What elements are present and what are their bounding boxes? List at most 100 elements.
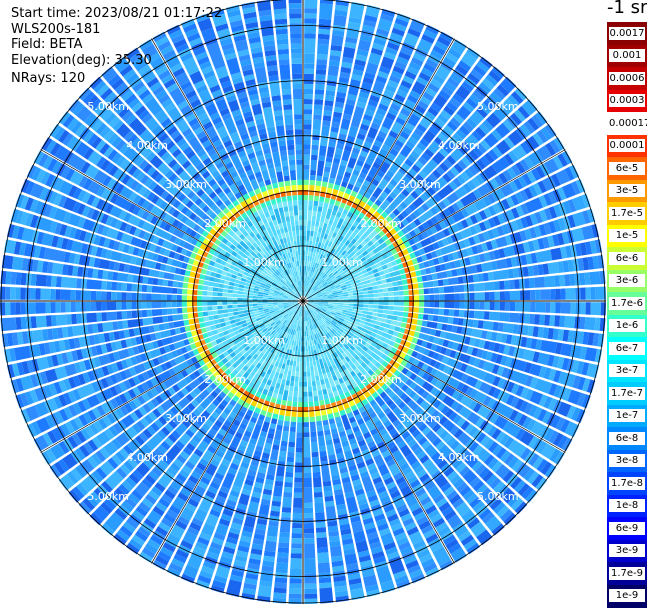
ppi-cell <box>321 186 327 192</box>
ppi-cell <box>304 144 311 149</box>
ppi-cell <box>589 271 600 284</box>
ppi-cell <box>584 272 590 285</box>
ppi-cell <box>162 316 168 323</box>
ppi-cell <box>117 273 128 282</box>
ppi-cell <box>36 316 47 328</box>
ppi-cell <box>293 498 302 508</box>
ppi-cell <box>303 367 306 372</box>
ppi-cell <box>586 287 591 300</box>
ppi-cell <box>459 302 464 309</box>
ppi-cell <box>427 274 433 280</box>
ppi-cell <box>295 376 299 381</box>
ppi-cell <box>304 23 316 33</box>
ppi-cell <box>132 311 138 319</box>
ppi-cell <box>470 293 475 301</box>
ppi-cell <box>112 272 118 281</box>
ppi-cell <box>559 275 565 287</box>
ppi-cell <box>111 282 117 291</box>
ppi-cell <box>434 309 440 315</box>
ppi-cell <box>412 319 418 325</box>
ppi-cell <box>530 302 535 312</box>
ppi-cell <box>314 487 323 493</box>
ppi-cell <box>343 47 356 59</box>
ppi-cell <box>314 109 323 115</box>
ppi-cell <box>315 84 325 90</box>
ppi-cell <box>227 297 232 300</box>
ppi-cell <box>218 288 223 292</box>
ppi-cell <box>147 277 153 284</box>
ppi-cell <box>292 518 302 523</box>
ppi-cell <box>187 295 192 300</box>
ppi-cell <box>102 322 113 332</box>
ppi-cell <box>514 279 520 289</box>
ppi-cell <box>304 508 313 513</box>
ppi-cell <box>197 296 202 301</box>
ppi-cell <box>12 257 24 271</box>
ppi-cell <box>137 310 143 318</box>
ppi-cell <box>258 586 272 598</box>
ppi-cell <box>554 275 560 287</box>
ppi-cell <box>96 313 102 322</box>
ppi-cell <box>304 594 317 599</box>
ppi-cell <box>6 271 12 284</box>
ppi-cell <box>303 251 305 256</box>
ppi-cell <box>71 302 76 312</box>
ppi-cell <box>127 274 133 282</box>
ppi-cell <box>117 282 123 290</box>
ppi-cell <box>304 64 314 69</box>
ppi-cell <box>304 533 314 538</box>
ppi-cell <box>319 577 332 583</box>
ppi-cell <box>275 577 288 583</box>
ppi-cell <box>359 301 364 304</box>
ppi-cell <box>168 315 174 321</box>
ppi-cell <box>303 392 307 397</box>
ppi-cell <box>217 306 222 310</box>
ppi-cell <box>299 377 303 382</box>
ppi-cell <box>484 311 490 319</box>
ppi-cell <box>52 263 63 275</box>
ppi-cell <box>304 437 311 457</box>
ppi-cell <box>314 196 319 202</box>
ppi-cell <box>46 315 52 327</box>
ppi-cell <box>485 292 490 300</box>
ppi-cell <box>314 492 323 498</box>
ppi-cell <box>203 312 209 317</box>
ppi-cell <box>534 314 540 325</box>
ppi-cell <box>323 115 332 121</box>
ppi-cell <box>534 277 545 288</box>
ppi-cell <box>468 275 474 283</box>
ppi-cell <box>273 592 286 598</box>
ppi-cell <box>304 155 310 165</box>
ppi-cell <box>136 293 141 300</box>
ppi-cell <box>207 291 212 295</box>
ppi-cell <box>72 325 83 336</box>
ppi-cell <box>132 284 138 292</box>
ppi-cell <box>304 109 312 114</box>
ppi-cell <box>304 89 313 94</box>
ppi-cell <box>147 310 153 317</box>
ppi-cell <box>310 170 316 176</box>
ppi-cell <box>374 297 379 300</box>
ppi-cell <box>364 298 369 301</box>
ppi-cell <box>399 291 404 296</box>
ppi-cell <box>312 381 316 386</box>
ppi-cell <box>311 155 318 161</box>
ppi-cell <box>146 302 151 309</box>
ppi-cell <box>304 584 317 589</box>
ppi-cell <box>304 185 309 190</box>
ppi-cell <box>20 288 25 300</box>
ppi-cell <box>127 283 133 291</box>
ppi-cell <box>544 315 550 326</box>
ppi-cell <box>313 120 321 131</box>
ppi-cell <box>555 289 560 300</box>
ppi-cell <box>317 426 323 432</box>
ppi-cell <box>56 276 62 287</box>
ppi-cell <box>76 302 81 312</box>
ppi-cell <box>319 446 326 452</box>
ppi-cell <box>529 278 535 288</box>
ppi-cell <box>505 302 510 311</box>
ppi-cell <box>183 314 189 320</box>
ppi-cell <box>439 294 444 300</box>
ppi-cell <box>304 134 311 139</box>
